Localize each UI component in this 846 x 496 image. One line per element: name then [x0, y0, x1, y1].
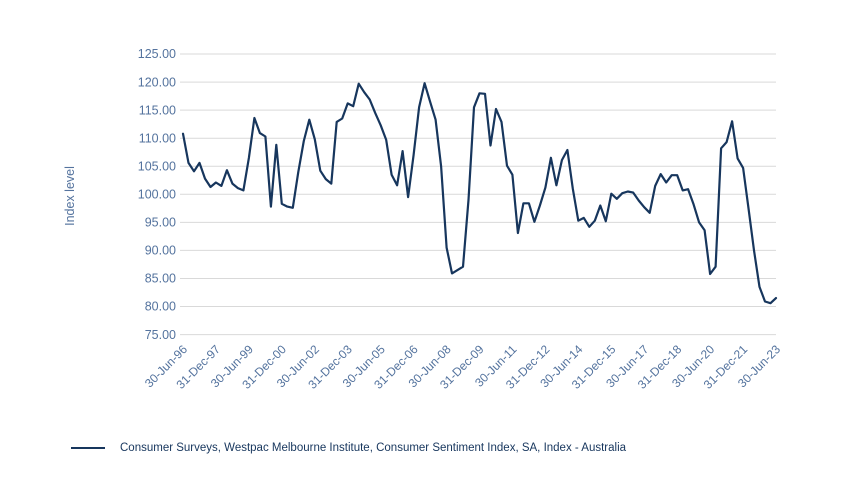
y-axis-tick-label: 75.00 — [145, 328, 176, 342]
y-axis-tick-label: 80.00 — [145, 300, 176, 314]
y-axis-tick-label: 85.00 — [145, 272, 176, 286]
y-axis-title: Index level — [63, 166, 77, 226]
y-axis-tick-label: 90.00 — [145, 244, 176, 258]
legend-line-swatch — [71, 447, 105, 449]
y-axis-tick-label: 115.00 — [139, 103, 176, 117]
legend: Consumer Surveys, Westpac Melbourne Inst… — [71, 441, 626, 455]
y-axis-tick-label: 105.00 — [138, 159, 176, 173]
y-axis-tick-label: 110.00 — [139, 131, 176, 145]
y-axis-tick-label: 95.00 — [145, 216, 176, 230]
y-axis-tick-label: 125.00 — [138, 47, 176, 61]
legend-label: Consumer Surveys, Westpac Melbourne Inst… — [120, 442, 627, 454]
chart-line — [181, 82, 778, 305]
y-axis-tick-label: 100.00 — [138, 188, 176, 202]
y-axis-tick-label: 120.00 — [138, 75, 176, 89]
